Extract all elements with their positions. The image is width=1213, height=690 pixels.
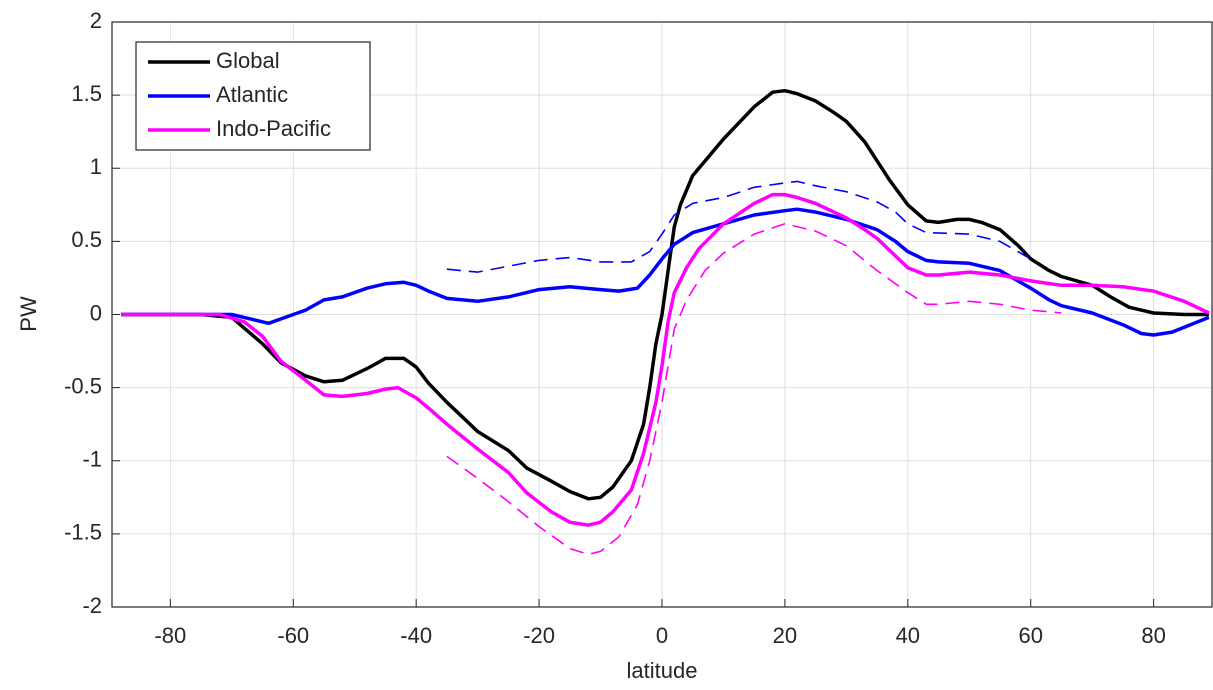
legend-label: Atlantic	[216, 82, 288, 107]
x-tick-label: -60	[277, 623, 309, 648]
line	[121, 88, 1209, 501]
x-tick-label: 80	[1141, 623, 1165, 648]
legend-label: Indo-Pacific	[216, 116, 331, 141]
y-axis-label: PW	[16, 296, 41, 332]
y-tick-label: 1.5	[71, 81, 102, 106]
x-axis-label: latitude	[627, 658, 698, 683]
y-tick-label: 1	[90, 154, 102, 179]
x-tick-label: -80	[154, 623, 186, 648]
line	[121, 192, 1210, 527]
y-tick-label: 0.5	[71, 227, 102, 252]
legend-label: Global	[216, 48, 280, 73]
x-tick-label: 0	[656, 623, 668, 648]
dashed-line	[446, 223, 1062, 556]
y-tick-label: 2	[90, 8, 102, 33]
y-tick-label: -0.5	[64, 373, 102, 398]
plot-frame	[111, 21, 1213, 608]
y-tick-label: -1	[82, 447, 102, 472]
dashed-line	[446, 180, 1032, 273]
y-tick-label: 0	[90, 300, 102, 325]
x-tick-label: 20	[773, 623, 797, 648]
x-tick-label: -40	[400, 623, 432, 648]
y-tick-label: -2	[82, 593, 102, 618]
x-tick-label: -20	[523, 623, 555, 648]
x-tick-label: 40	[896, 623, 920, 648]
x-tick-label: 60	[1018, 623, 1042, 648]
line	[121, 207, 1210, 337]
y-tick-label: -1.5	[64, 520, 102, 545]
